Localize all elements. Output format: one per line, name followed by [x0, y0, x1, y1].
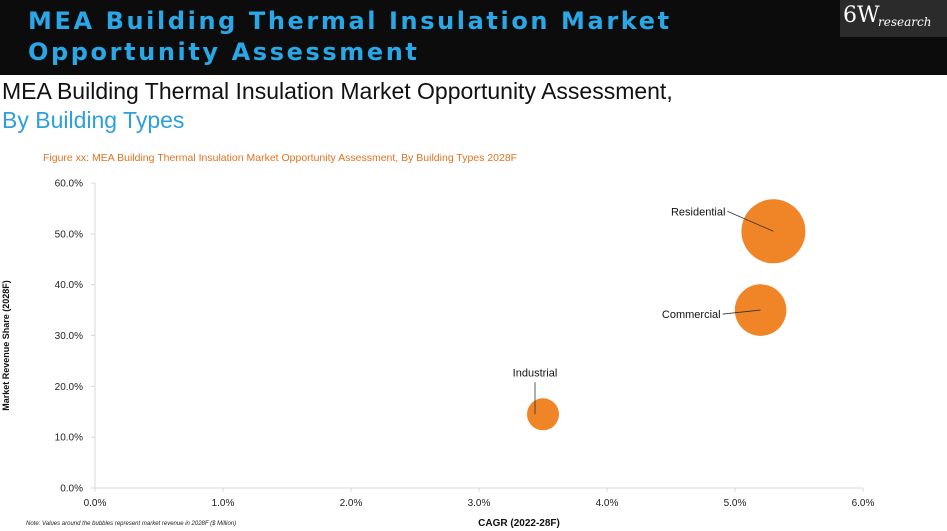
bubble-label: Commercial: [662, 309, 721, 321]
y-tick-label: 40.0%: [55, 280, 83, 291]
x-axis-title: CAGR (2022-28F): [478, 518, 560, 529]
x-tick-label: 1.0%: [212, 498, 235, 509]
leader-line: [727, 210, 774, 232]
title-banner: MEA Building Thermal Insulation Market O…: [0, 0, 947, 75]
y-axis-title: Market Revenue Share (2028F): [1, 280, 11, 411]
x-tick-label: 3.0%: [468, 498, 491, 509]
y-tick-label: 60.0%: [55, 179, 83, 190]
y-tick-label: 10.0%: [55, 433, 83, 444]
bubble-label: Residential: [671, 206, 725, 218]
logo-mark: 6W: [843, 3, 880, 28]
x-tick-label: 6.0%: [852, 498, 875, 509]
x-tick-label: 5.0%: [724, 498, 747, 509]
x-tick-label: 4.0%: [596, 498, 619, 509]
bubble-chart: 0.0% 10.0% 20.0% 30.0% 40.0% 50.0% 60.0% 0.0% 1.…: [1, 179, 875, 530]
y-tick-label: 20.0%: [55, 382, 83, 393]
logo-wordmark: research: [878, 15, 932, 29]
company-logo: 6W research: [840, 0, 947, 37]
leader-line: [722, 309, 761, 315]
x-tick-label: 2.0%: [340, 498, 363, 509]
x-tick-label: 0.0%: [84, 498, 107, 509]
bubble-residential: [741, 199, 806, 264]
y-tick-label: 0.0%: [60, 484, 83, 495]
bubble-industrial: [527, 398, 559, 431]
heading-line-1: MEA Building Thermal Insulation Market O…: [2, 78, 673, 104]
page-heading: MEA Building Thermal Insulation Market O…: [2, 77, 932, 135]
chart-note: Note: Values around the bubbles represen…: [26, 521, 237, 527]
heading-line-2: By Building Types: [2, 107, 185, 133]
bubble-label: Industrial: [513, 367, 558, 379]
banner-title: MEA Building Thermal Insulation Market O…: [28, 7, 672, 66]
y-tick-label: 30.0%: [55, 331, 83, 342]
figure-caption: Figure xx: MEA Building Thermal Insulati…: [43, 152, 518, 164]
y-tick-label: 50.0%: [55, 229, 83, 240]
